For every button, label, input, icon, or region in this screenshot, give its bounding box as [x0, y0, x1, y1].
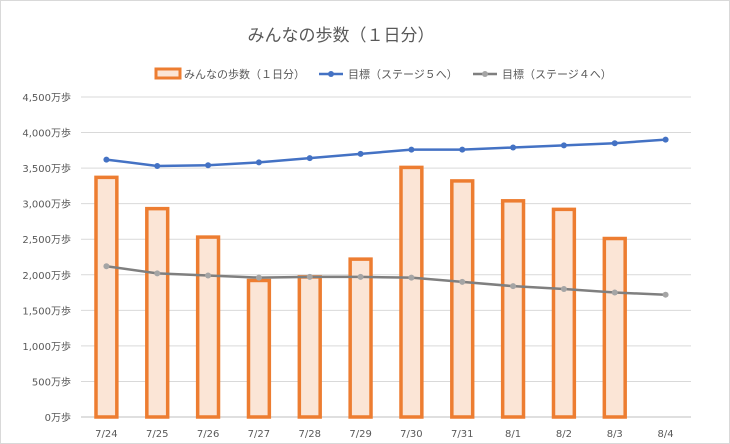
x-tick-label: 7/24 [95, 429, 117, 440]
point [103, 263, 110, 270]
legend-swatch-marker [482, 71, 488, 77]
bar [348, 257, 373, 419]
y-tick-label: 3,000万歩 [22, 198, 71, 211]
point [357, 150, 364, 157]
point [560, 142, 567, 149]
point [306, 155, 313, 162]
point [306, 273, 313, 280]
bar [297, 275, 322, 419]
x-tick-label: 8/4 [658, 429, 674, 440]
y-tick-label: 2,000万歩 [22, 269, 71, 282]
x-tick-label: 7/25 [146, 429, 168, 440]
point [560, 286, 567, 292]
x-tick-label: 7/26 [197, 429, 219, 440]
y-tick-label: 0万歩 [45, 411, 71, 424]
bar [94, 175, 119, 419]
point [408, 146, 415, 153]
y-tick-label: 4,500万歩 [22, 91, 71, 104]
point [408, 274, 415, 281]
line-stage4 [106, 265, 666, 296]
x-tick-label: 8/2 [556, 429, 572, 440]
bar [246, 278, 272, 419]
bar [399, 165, 424, 419]
bar [551, 207, 577, 419]
point [662, 136, 669, 143]
point [154, 270, 161, 277]
point [103, 156, 110, 163]
bar [450, 179, 475, 419]
x-tick-label: 8/3 [607, 429, 623, 440]
legend-swatch-marker [328, 71, 334, 77]
legend: みんなの歩数（１日分） 目標（ステージ５へ） 目標（ステージ４へ） [154, 67, 612, 81]
point [205, 272, 212, 279]
x-tick-label: 7/31 [451, 429, 473, 440]
point [255, 159, 262, 166]
point [662, 291, 669, 298]
point [510, 144, 517, 151]
y-tick-label: 500万歩 [32, 375, 71, 388]
y-tick-label: 1,500万歩 [22, 304, 71, 317]
legend-swatch-bar [154, 67, 182, 80]
x-tick-label: 7/28 [299, 429, 321, 440]
point [510, 283, 517, 290]
point [255, 274, 262, 281]
point [459, 146, 466, 153]
bar [500, 199, 526, 419]
y-tick-label: 2,500万歩 [22, 233, 71, 246]
x-tick-label: 8/1 [505, 429, 521, 440]
x-tick-label: 7/27 [248, 429, 270, 440]
point [357, 273, 364, 280]
point [611, 140, 618, 147]
bar [145, 206, 170, 419]
legend-label: 目標（ステージ４へ） [502, 67, 612, 81]
legend-label: 目標（ステージ５へ） [348, 67, 458, 81]
x-tick-label: 7/30 [400, 429, 422, 440]
chart-title: みんなの歩数（１日分） [248, 26, 435, 46]
bar [602, 236, 627, 419]
bar [195, 235, 221, 419]
x-axis: 7/24 7/25 7/26 7/27 7/28 7/29 7/30 7/31 8/1 8/2 8/… [95, 429, 673, 440]
legend-label: みんなの歩数（１日分） [184, 67, 305, 81]
y-tick-label: 3,500万歩 [22, 162, 71, 175]
y-tick-label: 1,000万歩 [22, 340, 71, 353]
point [205, 162, 212, 169]
line-stage5 [106, 138, 666, 168]
point [154, 162, 161, 169]
line-series [103, 136, 669, 298]
point [459, 278, 466, 285]
point [611, 289, 618, 296]
y-tick-label: 4,000万歩 [22, 127, 71, 140]
x-tick-label: 7/29 [349, 429, 371, 440]
bar-series [94, 165, 627, 419]
y-axis: 0万歩 500万歩 1,000万歩 1,500万歩 2,000万歩 2,500万歩 3,00… [22, 91, 71, 424]
